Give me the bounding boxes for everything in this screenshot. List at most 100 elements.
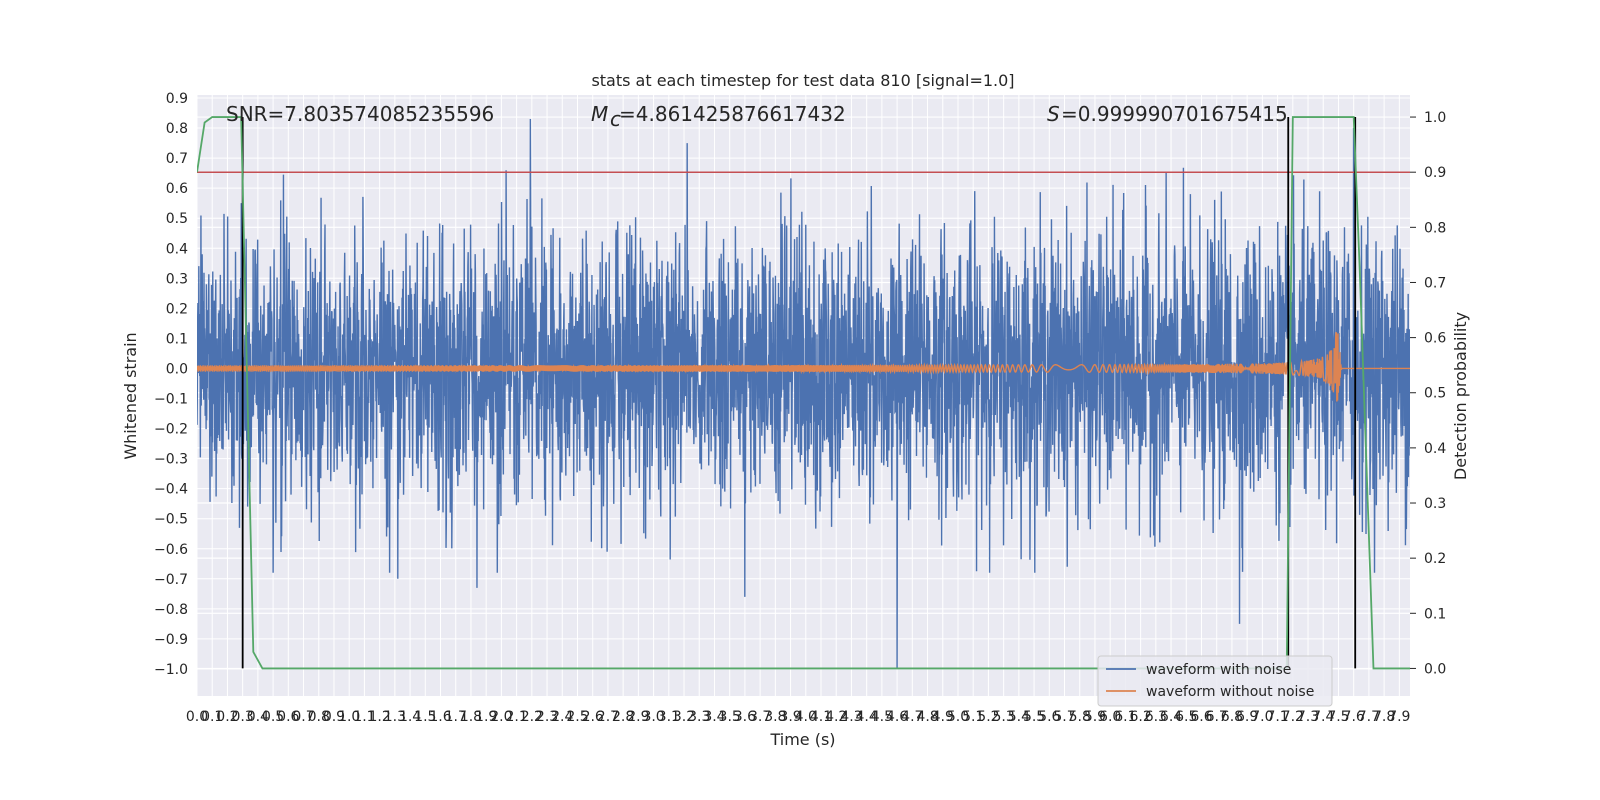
x-tick-label: 2.4 xyxy=(551,709,573,725)
x-tick-label: 5.8 xyxy=(1069,709,1091,725)
legend-label-clean: waveform without noise xyxy=(1146,684,1314,700)
x-tick-label: 6.0 xyxy=(1099,709,1121,725)
x-tick-label: 7.6 xyxy=(1343,709,1365,725)
x-tick-label: 1.3 xyxy=(384,709,406,725)
x-tick-label: 7.5 xyxy=(1327,709,1349,725)
y-tick-label: 0.1 xyxy=(166,331,188,347)
x-tick-label: 4.2 xyxy=(825,709,847,725)
y-tick-label: −0.2 xyxy=(154,422,188,438)
y-tick-label: −0.9 xyxy=(154,632,188,648)
x-tick-label: 6.6 xyxy=(1190,709,1212,725)
x-tick-label: 0.2 xyxy=(216,709,238,725)
series-waveform-with-noise xyxy=(197,119,1410,669)
x-tick-label: 1.5 xyxy=(414,709,436,725)
y2-axis-label: Detection probability xyxy=(1451,312,1470,480)
x-tick-label: 3.3 xyxy=(688,709,710,725)
x-tick-label: 0.6 xyxy=(277,709,299,725)
x-tick-label: 6.5 xyxy=(1175,709,1197,725)
x-tick-label: 7.0 xyxy=(1251,709,1273,725)
x-tick-label: 2.9 xyxy=(627,709,649,725)
mc-annotation: M c =4.861425876617432 xyxy=(591,102,846,131)
x-axis-label: Time (s) xyxy=(769,730,835,749)
x-tick-label: 0.5 xyxy=(262,709,284,725)
x-tick-label: 3.8 xyxy=(764,709,786,725)
x-tick-label: 5.0 xyxy=(947,709,969,725)
legend-label-noise: waveform with noise xyxy=(1146,662,1291,678)
x-tick-label: 2.6 xyxy=(582,709,604,725)
series-detection-probability xyxy=(197,116,1410,670)
mc-symbol: M xyxy=(591,102,608,126)
x-tick-label: 7.1 xyxy=(1266,709,1288,725)
x-tick-label: 7.3 xyxy=(1297,709,1319,725)
x-tick-label: 4.1 xyxy=(810,709,832,725)
x-tick-label: 4.6 xyxy=(886,709,908,725)
x-tick-label: 7.2 xyxy=(1282,709,1304,725)
x-tick-label: 0.3 xyxy=(232,709,254,725)
y-tick-label: −0.3 xyxy=(154,452,188,468)
x-tick-label: 5.4 xyxy=(1008,709,1030,725)
x-tick-label: 2.2 xyxy=(521,709,543,725)
x-tick-label: 6.2 xyxy=(1129,709,1151,725)
y2-tick-label: 0.6 xyxy=(1424,331,1446,347)
x-tick-label: 1.2 xyxy=(369,709,391,725)
x-tick-label: 2.5 xyxy=(566,709,588,725)
x-tick-label: 3.6 xyxy=(734,709,756,725)
y-tick-label: −0.5 xyxy=(154,512,188,528)
series-layer xyxy=(197,116,1410,670)
mc-subscript: c xyxy=(610,107,621,131)
y-tick-label: −0.1 xyxy=(154,392,188,408)
x-tick-label: 6.9 xyxy=(1236,709,1258,725)
x-tick-label: 1.1 xyxy=(353,709,375,725)
y2-tick-label: 0.2 xyxy=(1424,551,1446,567)
legend: waveform with noise waveform without noi… xyxy=(1097,655,1333,707)
y2-tick-label: 0.7 xyxy=(1424,275,1446,291)
y2-tick-label: 1.0 xyxy=(1424,110,1446,126)
y-tick-label: 0.2 xyxy=(166,301,188,317)
x-tick-label: 1.4 xyxy=(399,709,421,725)
x-tick-label: 5.5 xyxy=(1023,709,1045,725)
x-tick-label: 5.3 xyxy=(993,709,1015,725)
x-tick-label: 0.8 xyxy=(308,709,330,725)
x-tick-label: 4.7 xyxy=(901,709,923,725)
legend-box xyxy=(1097,655,1333,707)
y-tick-label: −0.4 xyxy=(154,482,188,498)
x-tick-label: 7.8 xyxy=(1373,709,1395,725)
y-tick-label: 0.0 xyxy=(166,361,188,377)
x-tick-label: 3.1 xyxy=(658,709,680,725)
x-tick-label: 7.4 xyxy=(1312,709,1334,725)
x-tick-label: 1.0 xyxy=(338,709,360,725)
x-tick-label: 3.9 xyxy=(779,709,801,725)
x-tick-label: 0.0 xyxy=(186,709,208,725)
x-tick-label: 1.9 xyxy=(475,709,497,725)
x-tick-label: 3.7 xyxy=(749,709,771,725)
chart-title: stats at each timestep for test data 810… xyxy=(591,71,1014,90)
x-tick-label: 2.7 xyxy=(597,709,619,725)
x-tick-label: 6.4 xyxy=(1160,709,1182,725)
y-tick-label: 0.6 xyxy=(166,181,188,197)
x-tick-label: 1.7 xyxy=(445,709,467,725)
s-symbol: S xyxy=(1047,102,1060,126)
x-tick-label: 2.8 xyxy=(612,709,634,725)
x-tick-label: 7.9 xyxy=(1388,709,1410,725)
y-tick-label: 0.3 xyxy=(166,271,188,287)
x-tick-label: 4.8 xyxy=(916,709,938,725)
y-tick-label: 0.5 xyxy=(166,211,188,227)
y2-tick-label: 0.4 xyxy=(1424,441,1446,457)
x-tick-label: 6.1 xyxy=(1114,709,1136,725)
y2-tick-label: 0.0 xyxy=(1424,661,1446,677)
y-tick-label: −0.7 xyxy=(154,572,188,588)
x-tick-label: 4.9 xyxy=(932,709,954,725)
y-tick-label: −0.6 xyxy=(154,542,188,558)
x-tick-label: 5.9 xyxy=(1084,709,1106,725)
x-tick-label: 0.4 xyxy=(247,709,269,725)
y-tick-label: 0.9 xyxy=(166,91,188,107)
x-tick-label: 4.0 xyxy=(795,709,817,725)
y-tick-label: 0.4 xyxy=(166,241,188,257)
y2-tick-label: 0.5 xyxy=(1424,386,1446,402)
x-tick-label: 6.8 xyxy=(1221,709,1243,725)
y2-tick-label: 0.1 xyxy=(1424,606,1446,622)
x-tick-label: 3.4 xyxy=(703,709,725,725)
x-tick-label: 0.9 xyxy=(323,709,345,725)
x-tick-label: 4.3 xyxy=(840,709,862,725)
